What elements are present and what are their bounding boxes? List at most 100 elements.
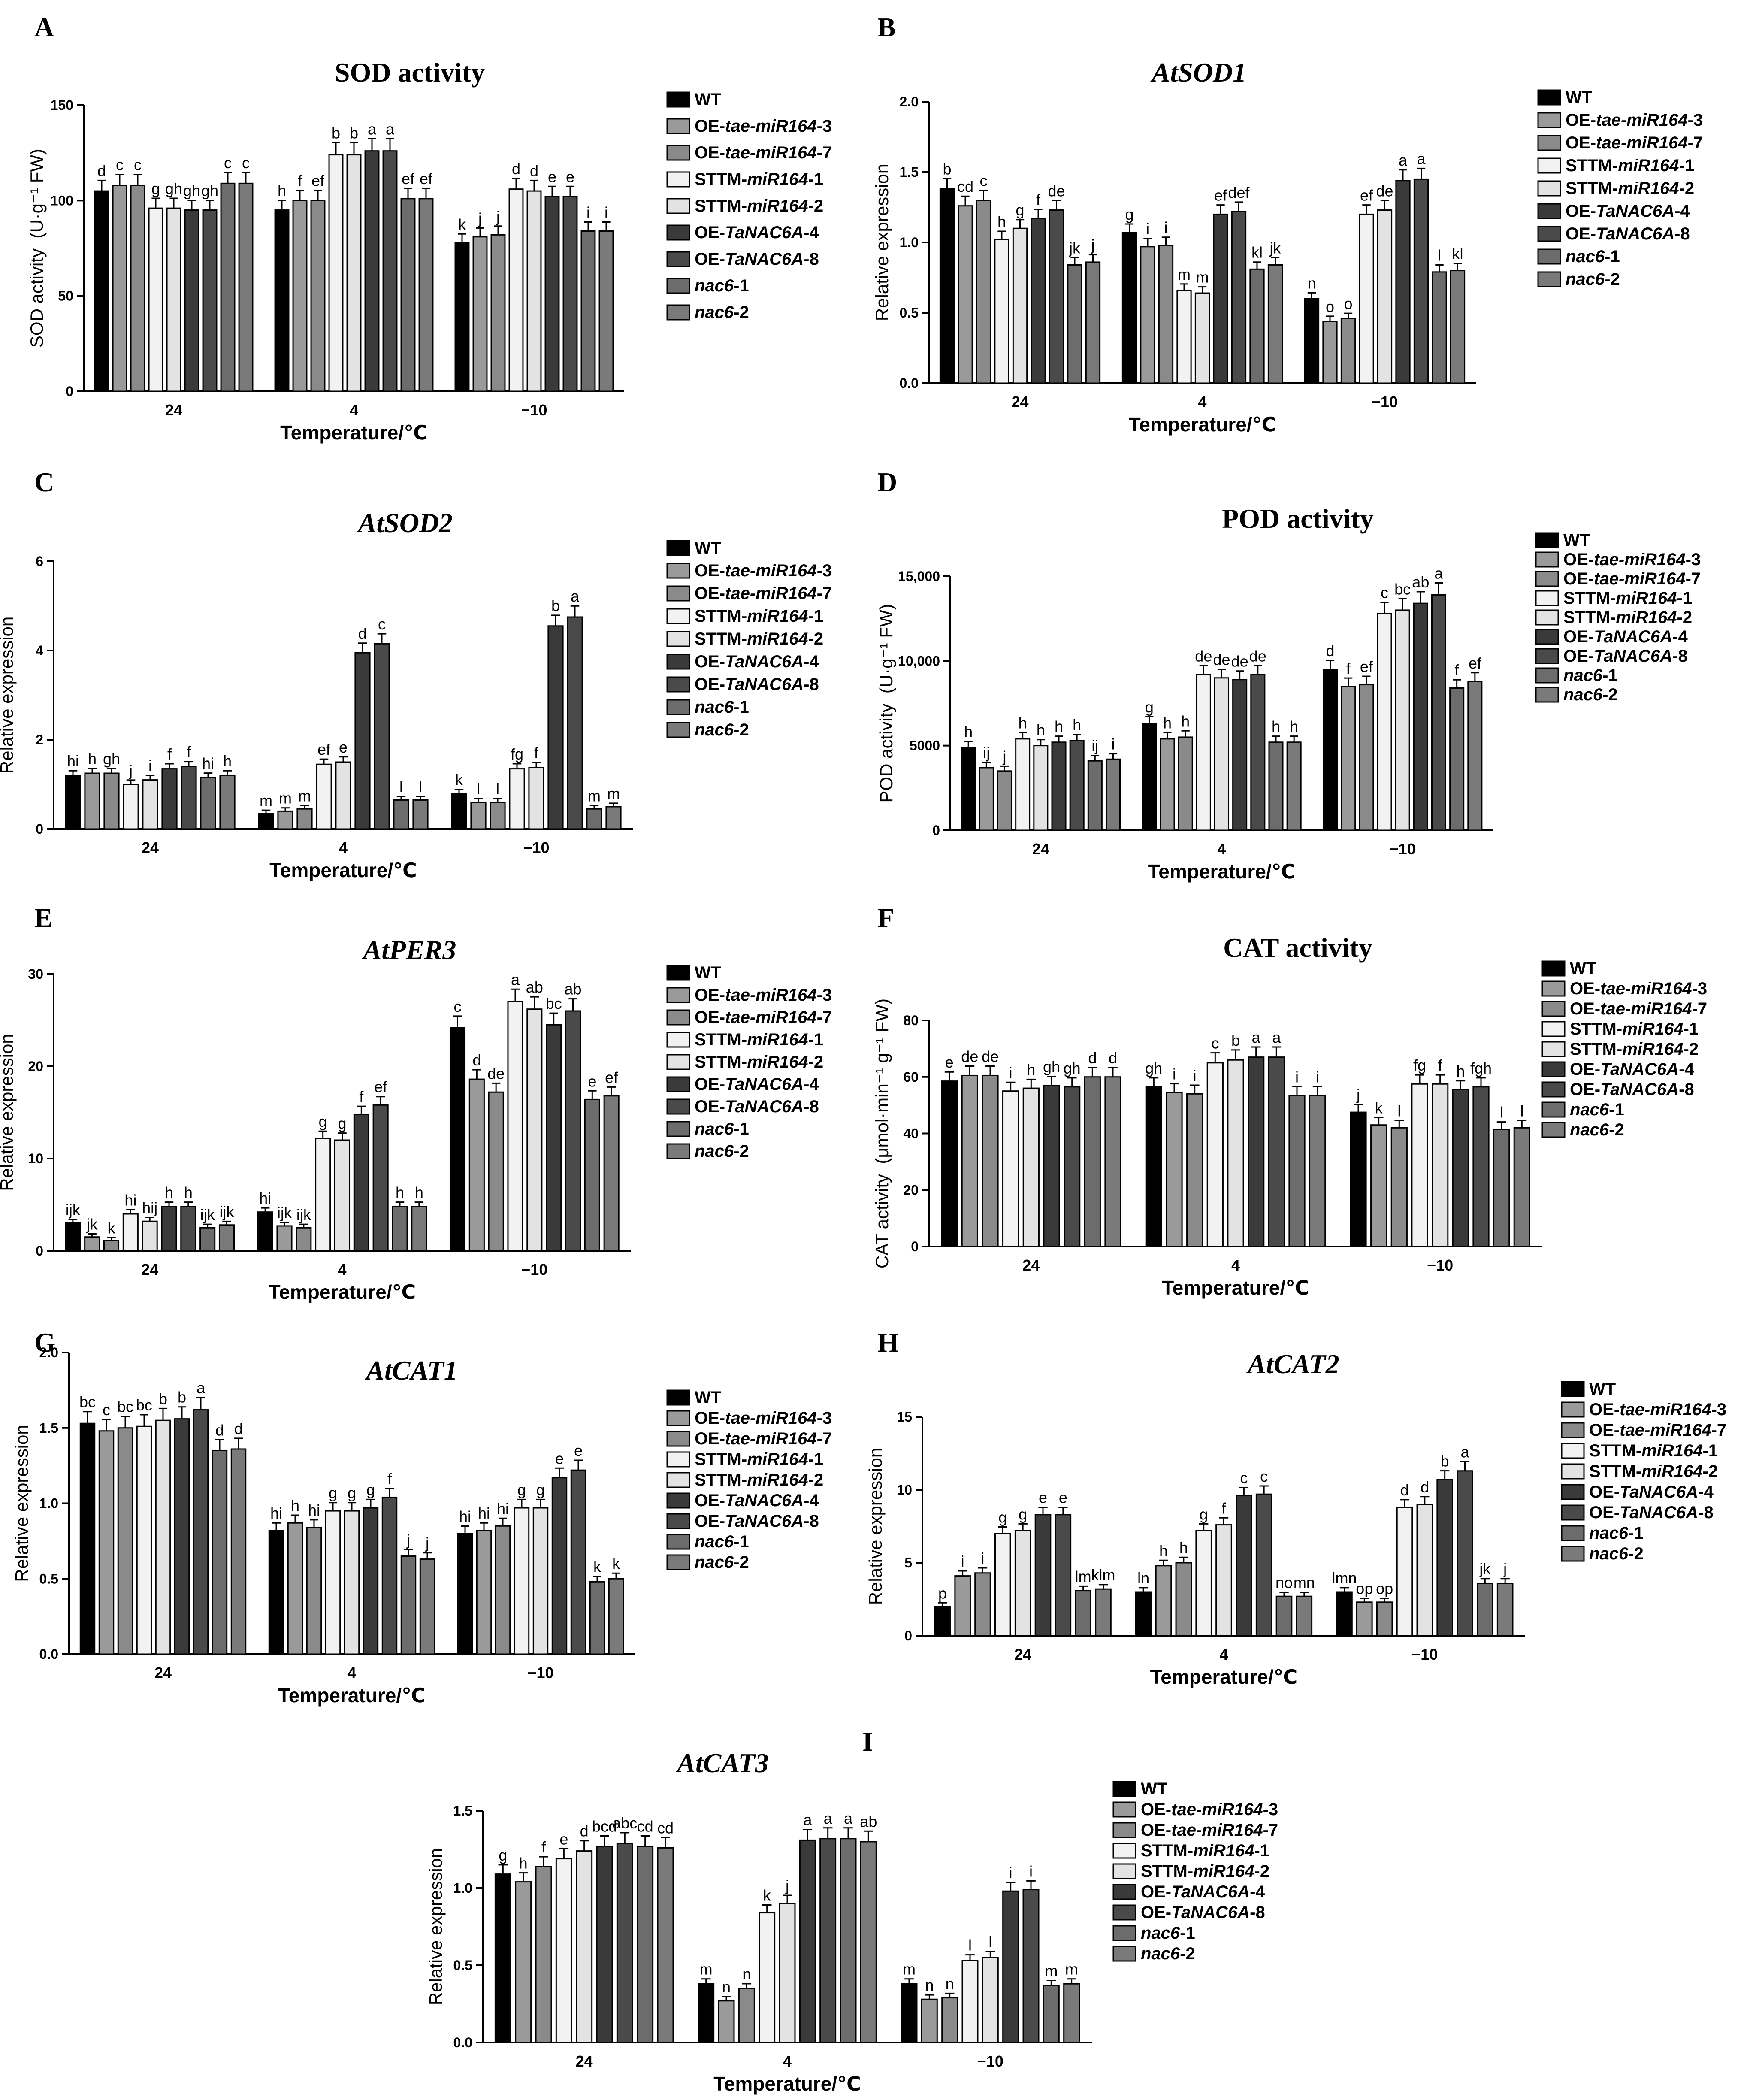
bar [112, 185, 127, 392]
y-tick-label: 0.0 [453, 2035, 472, 2050]
category-label: 24 [1011, 393, 1028, 411]
significance-label: m [279, 790, 292, 807]
significance-label: k [593, 1558, 601, 1576]
y-axis-label: POD activity (U·g⁻¹ FW) [876, 604, 896, 802]
legend-swatch [666, 304, 690, 321]
significance-label: hi [497, 1500, 509, 1517]
significance-label: bc [117, 1398, 133, 1416]
significance-label: c [1211, 1035, 1219, 1052]
legend-swatch [666, 1098, 690, 1115]
significance-label: de [1231, 653, 1248, 670]
significance-label: d [580, 1822, 589, 1840]
significance-label: i [1295, 1068, 1299, 1086]
bar [218, 1224, 235, 1252]
legend-label: WT [1589, 1380, 1616, 1398]
significance-label: h [1272, 718, 1280, 735]
legend-swatch [666, 608, 690, 624]
significance-label: ef [605, 1068, 618, 1086]
bar [122, 1213, 139, 1252]
category-label: −10 [521, 1261, 547, 1278]
significance-label: d [234, 1420, 243, 1437]
bar [1075, 1590, 1091, 1637]
category-label: 24 [142, 839, 159, 856]
legend-swatch [666, 91, 690, 108]
legend-label: nac6-1 [1566, 247, 1620, 266]
significance-label: ijk [200, 1206, 215, 1223]
bar [199, 1227, 216, 1252]
bar [1250, 674, 1266, 831]
legend-label: STTM-miR164-1 [695, 607, 823, 626]
y-tick-label: 0 [904, 1628, 912, 1643]
bar [1288, 1095, 1306, 1247]
significance-label: d [97, 162, 106, 179]
bar [411, 1206, 427, 1252]
significance-label: n [925, 1976, 934, 1994]
legend-label: OE-TaNAC6A-8 [695, 675, 819, 694]
bar [180, 1206, 196, 1252]
bar [1513, 1127, 1530, 1247]
significance-label: g [536, 1481, 545, 1498]
legend-label: OE-tae-miR164-3 [1589, 1400, 1726, 1419]
legend-swatch [1537, 226, 1561, 242]
bar [1155, 1565, 1172, 1637]
legend-label: nac6-2 [1570, 1120, 1624, 1139]
panel-h: H AtCAT2 0 5 10 15 Relative expression Temperat… [865, 1327, 1726, 1688]
significance-label: jk [86, 1215, 98, 1233]
legend-swatch [1535, 648, 1559, 664]
bar [335, 761, 351, 830]
bar [457, 1533, 473, 1655]
significance-label: b [159, 1390, 167, 1407]
significance-label: ef [1214, 187, 1227, 204]
bar [508, 188, 524, 392]
bar [1304, 298, 1320, 384]
bar [1390, 1127, 1408, 1247]
legend-label: STTM-miR164-2 [695, 1053, 823, 1071]
significance-label: a [803, 1811, 812, 1829]
significance-label: g [499, 1846, 507, 1864]
legend-label: nac6-1 [695, 698, 749, 717]
bar [1178, 736, 1193, 831]
significance-label: m [1045, 1962, 1058, 1979]
bar [941, 1997, 958, 2043]
bar [1336, 1591, 1353, 1637]
legend-swatch [1112, 1822, 1136, 1838]
significance-label: m [1196, 269, 1209, 286]
bar [1322, 321, 1338, 384]
legend: WT OE-tae-miR164-3 OE-tae-miR164-7 STTM-miR… [1537, 88, 1703, 289]
significance-label: bc [1394, 580, 1411, 598]
bar [268, 1530, 284, 1655]
legend-swatch [666, 1513, 690, 1529]
significance-label: h [1179, 1539, 1188, 1556]
legend-swatch [1541, 1122, 1566, 1138]
significance-label: c [134, 156, 142, 174]
panel-f: F CAT activity 0 20 40 60 80 CAT activity (μmol… [872, 902, 1707, 1299]
bar [1396, 1507, 1413, 1637]
bar [1411, 1083, 1428, 1247]
legend-swatch [1561, 1546, 1585, 1562]
significance-label: c [116, 156, 124, 174]
legend-swatch [1541, 1081, 1566, 1098]
significance-label: n [742, 1965, 751, 1983]
legend-swatch [1541, 1021, 1566, 1037]
bar [1359, 684, 1374, 831]
bar [819, 1838, 837, 2043]
bar [220, 182, 236, 392]
legend-label: STTM-miR164-2 [695, 629, 823, 648]
legend-swatch [666, 1534, 690, 1550]
legend-label: WT [1566, 88, 1592, 107]
significance-label: f [187, 743, 191, 761]
bar [292, 200, 308, 392]
legend-label: STTM-miR164-1 [695, 170, 823, 189]
significance-label: j [496, 208, 500, 225]
bar [1043, 1985, 1060, 2043]
significance-label: i [1316, 1068, 1319, 1086]
bar [1055, 1514, 1072, 1637]
category-label: 24 [154, 1664, 172, 1682]
bar [1022, 1889, 1040, 2043]
significance-label: g [1145, 698, 1154, 716]
category-label: −10 [527, 1664, 553, 1682]
significance-label: hi [478, 1504, 490, 1522]
y-tick-label: 0 [911, 1239, 919, 1254]
bar [1043, 1085, 1060, 1247]
legend-label: OE-tae-miR164-7 [1570, 999, 1707, 1018]
